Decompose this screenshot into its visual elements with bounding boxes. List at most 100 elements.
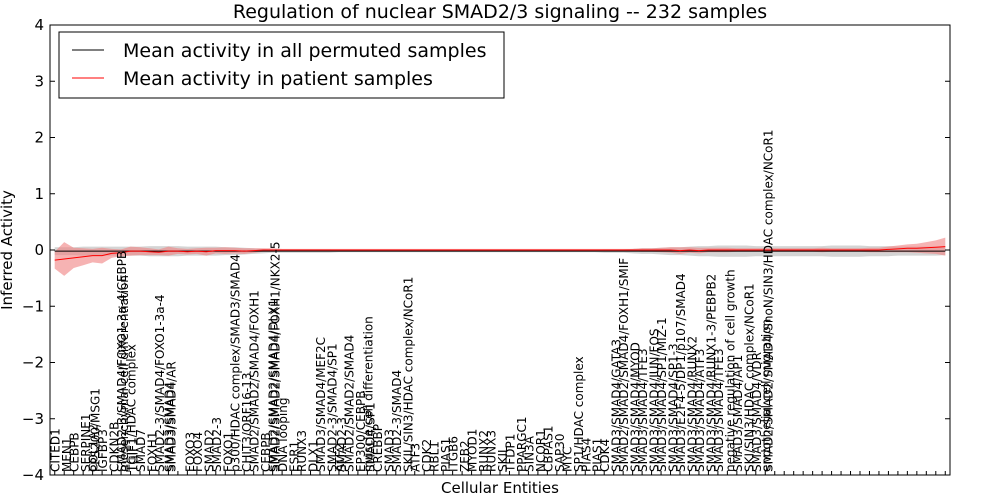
x-tick-label-29: ESR1 [288, 441, 302, 472]
legend-label-patient: Mean activity in patient samples [123, 68, 433, 90]
x-tick-label-56: SIN3A [522, 435, 536, 472]
x-tick-label-11: TGIF1 [127, 437, 141, 473]
x-tick-label-8: SMAD2-3/SMAD4/FOXO1-3a-4/CEBPB [115, 251, 129, 472]
x-tick-label-79: SKI/SIN3/HDAC complex/NCoR1 [742, 283, 756, 472]
x-tick-label-37: EP300/CEBPB [354, 391, 368, 472]
y-tick-label-5: −1 [22, 297, 44, 315]
x-tick-label-82: endothelial cell migration [759, 319, 773, 472]
x-tick-label-41: SMAD3 [382, 429, 396, 472]
x-tick-label-58: CBPAS1 [541, 425, 555, 472]
y-tick-label-7: −3 [22, 410, 44, 428]
y-tick-label-1: 3 [34, 72, 44, 90]
x-tick-label-20: SMAD2-3 [210, 417, 224, 472]
x-tick-label-66: SMAD2/SMAD2/SMAD4/FOXH1/SMIF [617, 258, 631, 472]
x-tick-label-39: SMAD4/SP1 [363, 402, 377, 472]
x-tick-label-13: FOXH1 [146, 432, 160, 472]
x-tick-labels: CITED1MEN1CEBPBSERPINE1COL1A2PPS200/MSG1… [49, 130, 946, 475]
legend-label-permuted: Mean activity in all permuted samples [123, 40, 486, 62]
x-tick-label-23: CHIT3/ORF16-13 [240, 372, 254, 472]
x-tick-label-30: RUNX3 [295, 430, 309, 472]
x-tick-label-75: SMAD3/SMAD4/RUNX1-3/PEBPB2 [704, 274, 718, 472]
x-tick-label-28: DNA looping [276, 398, 290, 472]
x-tick-label-33: SMAD2-3/SMAD4/SP1 [326, 343, 340, 472]
y-tick-label-4: 0 [34, 241, 44, 259]
x-tick-label-10: TGIF1/HDAC complex [125, 344, 139, 473]
y-axis-label: Inferred Activity [0, 190, 16, 310]
x-tick-label-22: p300/HDAC complex/SMAD3/SMAD4 [229, 254, 243, 472]
x-tick-label-36: SMAD2/SMAD2/SMAD4 [342, 335, 356, 472]
chart-title: Regulation of nuclear SMAD2/3 signaling … [233, 1, 767, 23]
x-tick-label-46: RBL1 [428, 441, 442, 472]
x-tick-label-67: SMAD3/SMAD4/MYOD [629, 342, 643, 472]
x-axis-label: Cellular Entities [441, 479, 559, 497]
y-tick-label-2: 2 [34, 129, 44, 147]
x-tick-label-62: PIAS4 [579, 438, 593, 472]
x-tick-label-50: MYOD1 [466, 429, 480, 472]
line-series-1 [54, 246, 946, 261]
x-tick-label-31: DLX1 [307, 440, 321, 472]
x-tick-label-52: RUNX3 [485, 430, 499, 472]
x-tick-label-34: ATF2 [333, 443, 347, 472]
x-tick-label-45: CDK2 [420, 439, 434, 472]
x-tick-label-48: ITGB6 [447, 436, 461, 472]
x-tick-label-6: IGFBP3 [96, 429, 110, 472]
legend: Mean activity in all permuted samples Me… [58, 31, 505, 99]
x-tick-label-61: SP1/HDAC complex [572, 356, 586, 472]
y-axis: 4 3 2 1 0 −1 −2 −3 −4 [22, 16, 950, 484]
x-tick-label-74: SMAD3/SMAD4/ATF3 [693, 349, 707, 472]
x-tick-label-38: muscle cell differentiation [361, 316, 375, 472]
y-tick-label-6: −2 [22, 354, 44, 372]
x-tick-label-42: SMAD2-3/SMAD4 [390, 370, 404, 472]
x-tick-label-40: CREBBP [371, 424, 385, 472]
x-tick-label-32: SMAD3/SMAD4/MEF2C [314, 337, 328, 472]
x-tick-label-3: SERPINE1 [79, 413, 93, 472]
y-tick-label-8: −4 [22, 466, 44, 484]
x-tick-label-15: SMAD3/SMAD4/AR [164, 361, 178, 472]
y-tick-label-0: 4 [34, 16, 44, 34]
x-tick-label-2: CEBPB [68, 432, 82, 472]
x-tick-label-27: SMAD2/SMAD2/SMAD4/FOXH1/NKX2-5 [269, 242, 283, 472]
x-tick-label-0: CITED1 [49, 428, 63, 472]
x-tick-label-81: SMAD2/SMAD2/SMAD4/SnoN/SIN3/HDAC complex… [761, 130, 775, 473]
x-tick-label-19: SMAD2 [202, 429, 216, 472]
x-tick-label-76: SMAD3/SMAD4/TFE3 [712, 348, 726, 472]
x-tick-label-53: SKIL [496, 446, 510, 472]
x-tick-label-71: SMAD3/SMAD4/SP1-3 [667, 343, 681, 472]
x-tick-label-24: SMAD2/SMAD2/SMAD4/FOXH1 [248, 290, 262, 472]
x-tick-label-80: SMAD3/SMAD4/VDR [750, 352, 764, 472]
x-tick-label-25: CEBPB [259, 432, 273, 472]
x-tick-label-57: NCOR1 [534, 429, 548, 472]
x-tick-label-69: SMAD3/SMAD4/JUN/FOS [648, 328, 662, 472]
x-tick-label-60: MYC [560, 447, 574, 472]
x-tick-label-17: FOXO3 [183, 432, 197, 472]
x-tick-label-26: SMAD2/SMAD2/SMAD4/DLX1 [267, 299, 281, 472]
x-tick-label-44: ATF3 [409, 443, 423, 472]
x-tick-label-55: PPARGC1 [515, 416, 529, 472]
x-tick-label-59: SAP30 [553, 433, 567, 472]
x-tick-label-51: RUNX2 [477, 430, 491, 472]
x-tick-label-14: SMAD2-3/SMAD4/FOXO1-3a-4 [153, 294, 167, 472]
x-tick-label-5: PPS200/MSG1 [89, 388, 103, 472]
x-tick-label-78: SMAD3/SMAD4/AP1 [731, 355, 745, 472]
x-tick-label-70: SMAD3/SMAD4/SP1/MIZ-1 [655, 317, 669, 472]
x-tick-label-73: SMAD3/SMAD4/RUNX2 [686, 336, 700, 472]
series-lines [54, 246, 946, 261]
x-tick-label-18: FOXO4 [191, 432, 205, 472]
x-tick-label-54: TFDP1 [504, 434, 518, 473]
x-tick-label-12: SMAD7 [134, 429, 148, 472]
x-tick-label-65: SMAD3/SMAD4/GATA3 [610, 339, 624, 472]
x-tick-label-47: PIAS1 [439, 438, 453, 472]
x-tick-label-9: mesenchymal cell differentiation [117, 275, 131, 472]
x-tick-label-72: SMAD3/E2F4-5/DP1/p107/SMAD4 [674, 273, 688, 472]
x-tick-label-35: SMAD2-3 [335, 417, 349, 472]
x-tick-label-49: ZEB2 [458, 440, 472, 472]
x-tick-label-64: CDK4 [598, 439, 612, 472]
x-tick-label-16: SMAD3/SMAD4 [162, 382, 176, 472]
legend-box [58, 31, 505, 99]
x-tick-label-43: SKIL/SIN3/HDAC complex/NCoR1 [401, 277, 415, 472]
x-tick-label-1: MEN1 [60, 437, 74, 472]
x-tick-label-21: FOXO1 [221, 432, 235, 472]
x-tick-label-77: negative regulation of cell growth [723, 269, 737, 472]
x-tick-label-68: SMAD3/SMAD4/TFE3 [636, 348, 650, 472]
